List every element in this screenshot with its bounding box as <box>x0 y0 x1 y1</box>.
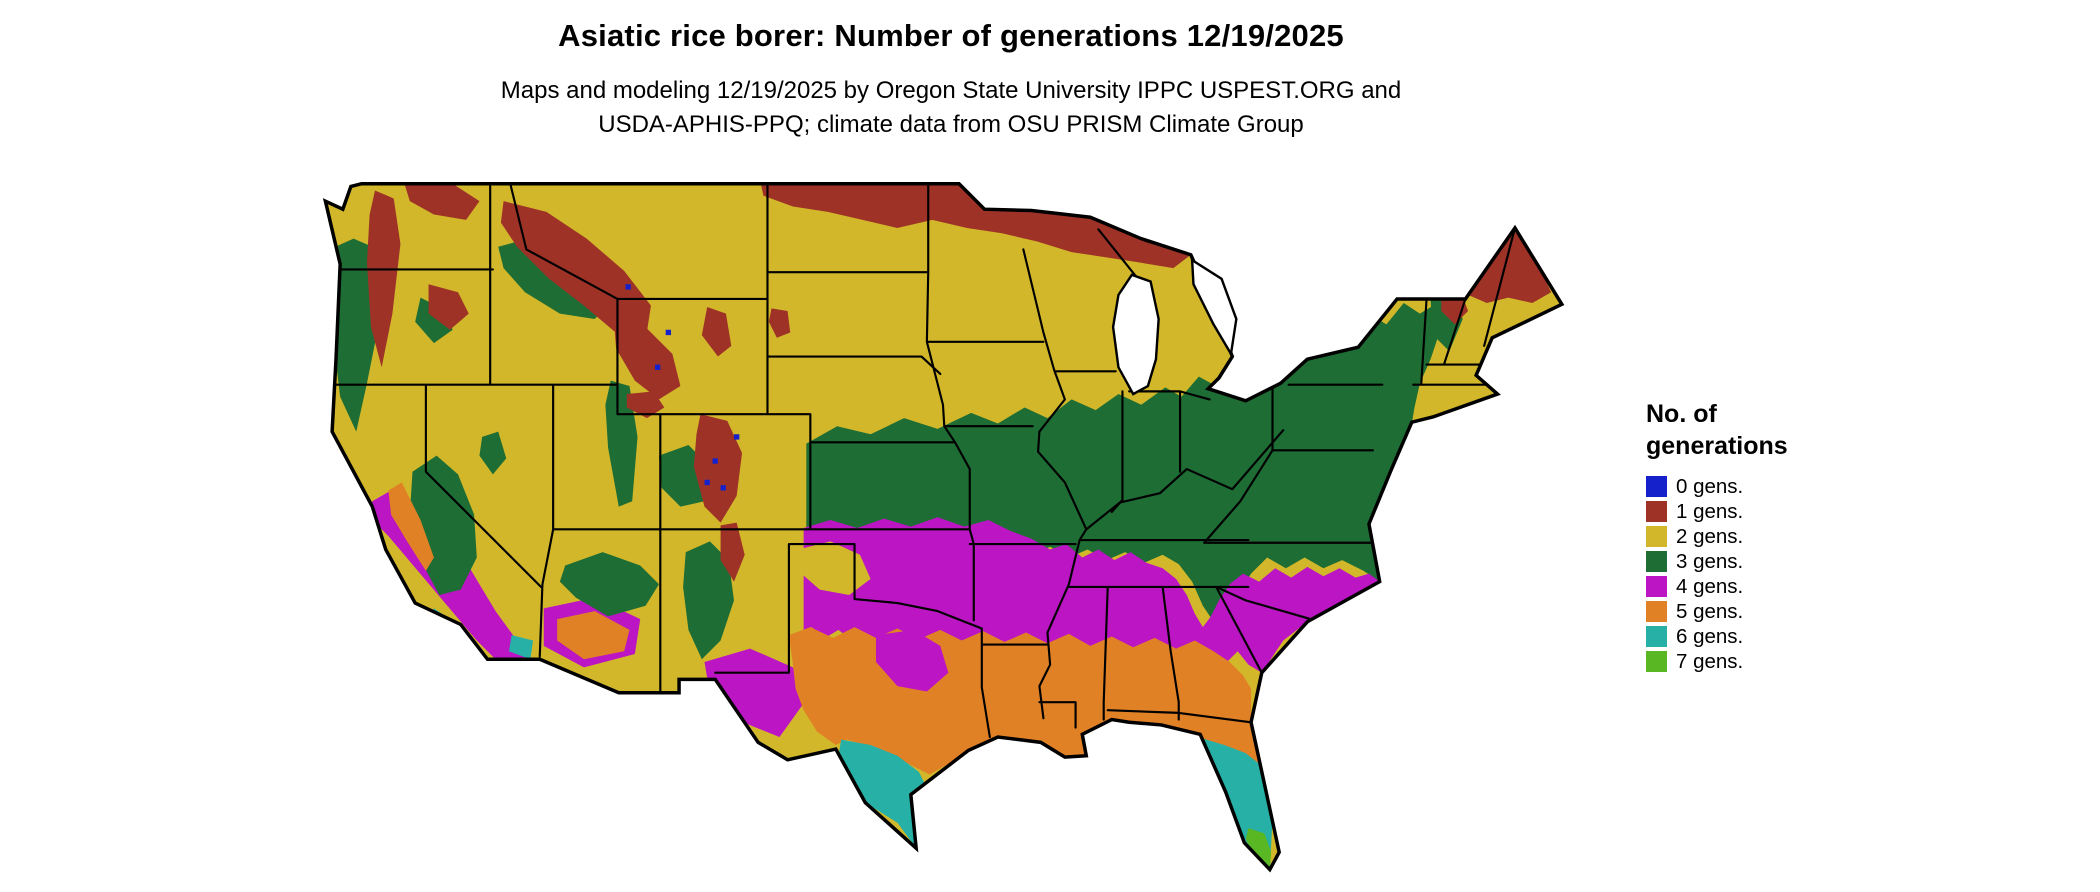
legend-swatch-2-gens <box>1646 526 1667 547</box>
teal-imperial-valley <box>508 635 534 660</box>
band-2-generations-patch <box>798 541 871 595</box>
band-1-generation <box>366 183 1552 582</box>
legend: No. of generations 0 gens. 1 gens. 2 gen… <box>1646 398 1788 674</box>
legend-swatch-0-gens <box>1646 476 1667 497</box>
legend-item-5-gens: 5 gens. <box>1646 599 1788 624</box>
legend-swatch-6-gens <box>1646 626 1667 647</box>
us-generations-map <box>323 182 1564 872</box>
map-subtitle: Maps and modeling 12/19/2025 by Oregon S… <box>258 74 1644 141</box>
legend-swatch-7-gens <box>1646 651 1667 672</box>
legend-item-1-gens: 1 gens. <box>1646 499 1788 524</box>
red-colorado-rockies <box>693 414 743 523</box>
teal-south-texas <box>838 739 927 849</box>
orange-central-valley <box>388 482 434 571</box>
legend-item-0-gens: 0 gens. <box>1646 474 1788 499</box>
subtitle-line-1: Maps and modeling 12/19/2025 by Oregon S… <box>500 77 1402 104</box>
band-4-generations-texas-lobe <box>875 629 949 692</box>
legend-title: No. of generations <box>1646 400 1788 460</box>
red-cascades <box>366 190 401 368</box>
red-northern-border <box>760 183 1191 269</box>
legend-swatch-5-gens <box>1646 601 1667 622</box>
legend-swatch-1-gens <box>1646 501 1667 522</box>
band-0-generations-specks <box>625 284 740 491</box>
lake-huron <box>1190 257 1238 358</box>
red-montana-idaho-rockies <box>500 201 651 341</box>
legend-item-7-gens: 7 gens. <box>1646 649 1788 674</box>
legend-swatch-3-gens <box>1646 551 1667 572</box>
legend-item-3-gens: 3 gens. <box>1646 549 1788 574</box>
great-lakes <box>1111 257 1238 396</box>
green7-south-florida <box>1245 828 1272 870</box>
map-title: Asiatic rice borer: Number of generation… <box>558 18 1344 53</box>
legend-item-2-gens: 2 gens. <box>1646 524 1788 549</box>
red-north-maine <box>1468 227 1552 303</box>
orange-arizona-desert <box>557 611 630 660</box>
subtitle-line-2: USDA-APHIS-PPQ; climate data from OSU PR… <box>598 110 1304 138</box>
red-yellowstone <box>613 313 681 400</box>
legend-item-4-gens: 4 gens. <box>1646 574 1788 599</box>
legend-item-6-gens: 6 gens. <box>1646 624 1788 649</box>
state-borders <box>335 183 1517 739</box>
legend-swatch-4-gens <box>1646 576 1667 597</box>
lake-michigan <box>1111 273 1160 396</box>
